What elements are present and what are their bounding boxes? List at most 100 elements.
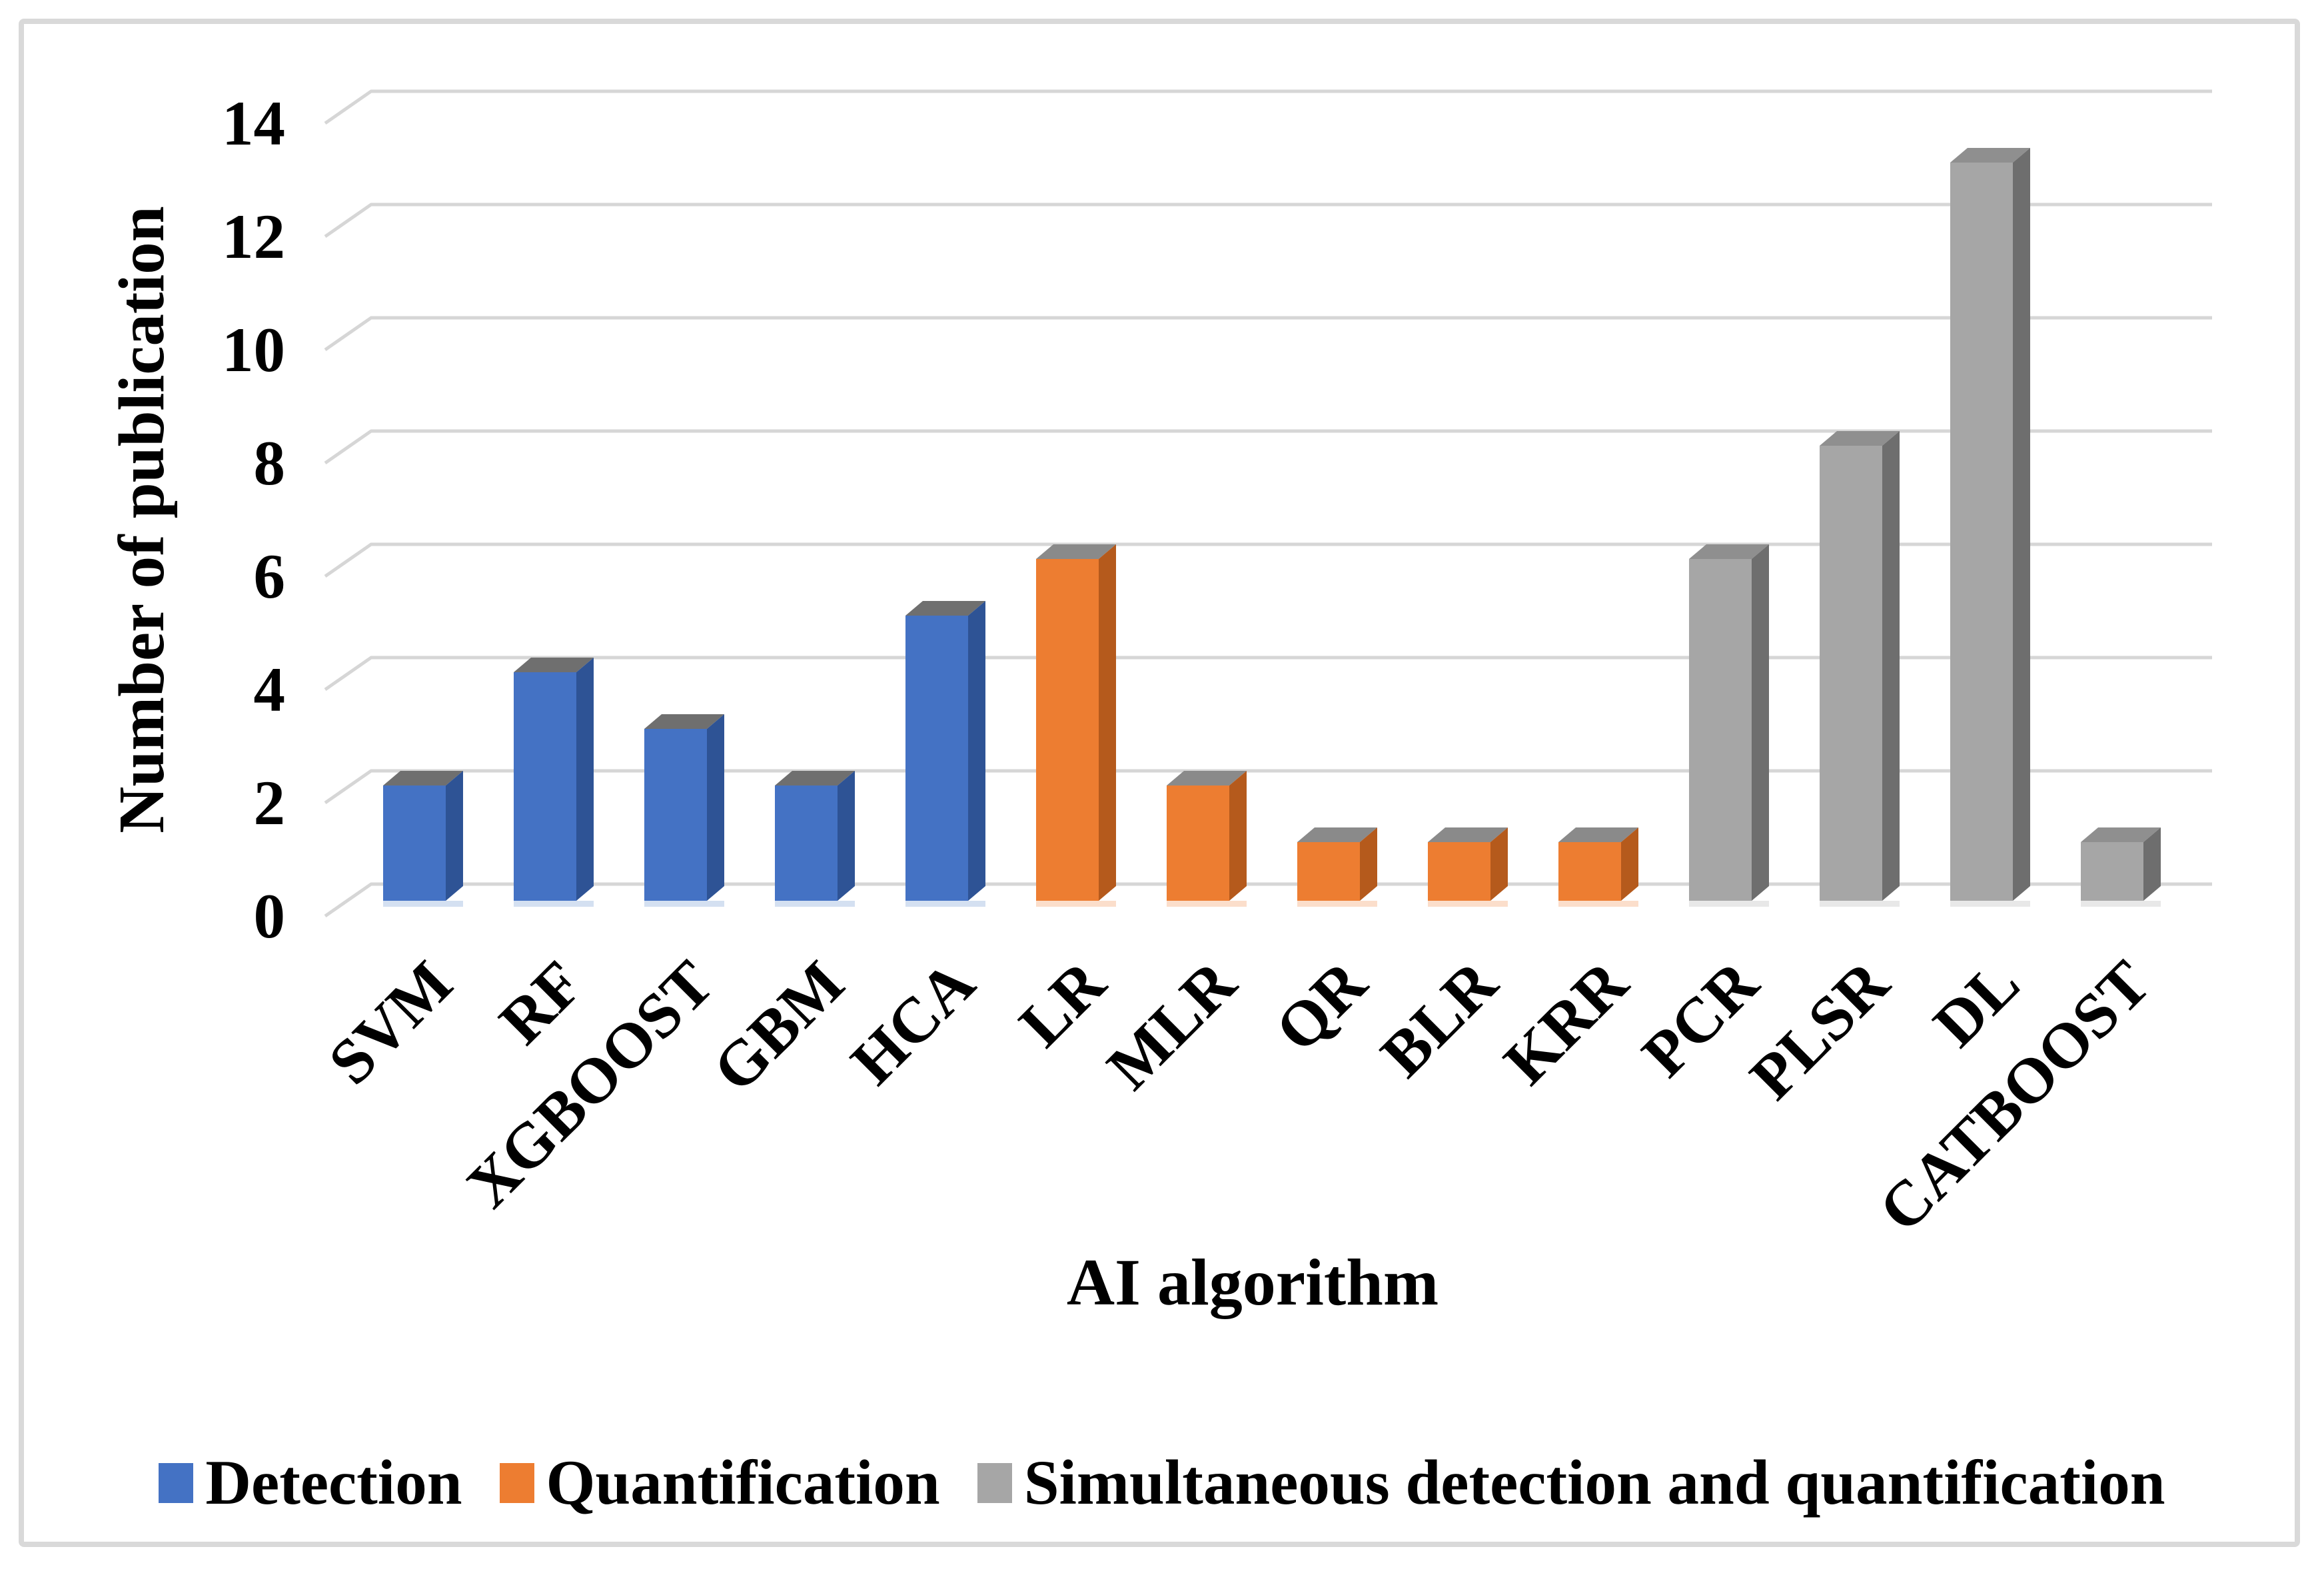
y-tick-label-8: 8 bbox=[254, 428, 286, 498]
y-axis-title: Number of publication bbox=[106, 206, 177, 833]
y-tick-label-6: 6 bbox=[254, 541, 286, 612]
bar-side-GBM bbox=[838, 771, 855, 901]
bar-floor-shadow-PLSR bbox=[1820, 901, 1900, 907]
gridline-12 bbox=[324, 203, 2212, 239]
bar-front-SVM bbox=[383, 786, 446, 901]
bar-top-QR bbox=[1297, 827, 1377, 842]
gridline-10 bbox=[324, 316, 2212, 352]
bar-side-BLR bbox=[1490, 827, 1508, 901]
bar-top-CATBOOST bbox=[2081, 827, 2161, 842]
gridline-4 bbox=[324, 656, 2212, 692]
gridlines-group bbox=[324, 89, 2212, 918]
legend-item-3: Simultaneous detection and quantificatio… bbox=[977, 1451, 2165, 1514]
y-tick-label-2: 2 bbox=[254, 768, 286, 838]
bar-side-CATBOOST bbox=[2143, 827, 2161, 901]
legend-label-1: Detection bbox=[205, 1447, 462, 1518]
gridline-2 bbox=[324, 769, 2212, 805]
bar-top-KRR bbox=[1558, 827, 1638, 842]
x-category-label-PLSR: PLSR bbox=[1736, 946, 1903, 1113]
bar-floor-shadow-CATBOOST bbox=[2081, 901, 2161, 907]
bar-floor-shadow-KRR bbox=[1558, 901, 1638, 907]
bar-front-XGBOOST bbox=[644, 729, 707, 901]
bar-front-BLR bbox=[1428, 842, 1490, 901]
bar-side-HCA bbox=[968, 601, 985, 901]
gridline-0 bbox=[324, 882, 2212, 918]
bar-top-PLSR bbox=[1820, 431, 1900, 446]
bar-front-HCA bbox=[905, 616, 968, 901]
legend-item-1: Detection bbox=[159, 1451, 462, 1514]
gridline-6 bbox=[324, 542, 2212, 578]
bar-top-RF bbox=[514, 658, 594, 672]
bar-top-BLR bbox=[1428, 827, 1508, 842]
bar-top-MLR bbox=[1167, 771, 1247, 786]
y-tick-labels-group: 0 2 4 6 8 10 12 14 bbox=[222, 88, 285, 951]
bar-floor-shadow-DL bbox=[1950, 901, 2030, 907]
bar-side-MLR bbox=[1229, 771, 1247, 901]
legend-swatch-3 bbox=[977, 1462, 1012, 1503]
bar-side-LR bbox=[1099, 544, 1116, 901]
x-category-label-QR: QR bbox=[1261, 946, 1381, 1065]
bar-side-PCR bbox=[1752, 544, 1769, 901]
y-tick-label-4: 4 bbox=[254, 654, 286, 725]
x-category-label-XGBOOST: XGBOOST bbox=[452, 947, 726, 1221]
gridline-8 bbox=[324, 429, 2212, 465]
y-tick-label-0: 0 bbox=[254, 881, 286, 951]
x-category-label-KRR: KRR bbox=[1490, 946, 1642, 1098]
x-category-label-MLR: MLR bbox=[1093, 946, 1250, 1103]
bar-top-GBM bbox=[775, 771, 855, 786]
bar-floor-shadow-SVM bbox=[383, 901, 463, 907]
bar-front-RF bbox=[514, 672, 576, 901]
y-tick-label-12: 12 bbox=[222, 201, 285, 272]
legend-label-3: Simultaneous detection and quantificatio… bbox=[1023, 1447, 2165, 1518]
bar-top-LR bbox=[1036, 544, 1116, 559]
legend-swatch-2 bbox=[499, 1462, 534, 1503]
bar-top-PCR bbox=[1689, 544, 1769, 559]
x-category-label-GBM: GBM bbox=[699, 947, 858, 1105]
bar-floor-shadow-GBM bbox=[775, 901, 855, 907]
bar-top-HCA bbox=[905, 601, 985, 616]
bars-group bbox=[383, 148, 2161, 907]
bar-side-QR bbox=[1360, 827, 1377, 901]
bar-top-XGBOOST bbox=[644, 714, 724, 729]
x-category-label-RF: RF bbox=[486, 947, 596, 1057]
y-tick-label-14: 14 bbox=[222, 88, 285, 159]
bar-floor-shadow-BLR bbox=[1428, 901, 1508, 907]
bar-floor-shadow-HCA bbox=[905, 901, 985, 907]
bar-floor-shadow-PCR bbox=[1689, 901, 1769, 907]
y-tick-label-10: 10 bbox=[222, 314, 285, 385]
bar-side-DL bbox=[2013, 148, 2030, 901]
x-category-label-BLR: BLR bbox=[1367, 946, 1511, 1090]
bar-front-MLR bbox=[1167, 786, 1229, 901]
bar-side-SVM bbox=[446, 771, 463, 901]
chart-legend: Detection Quantification Simultaneous dete… bbox=[0, 1451, 2324, 1514]
bar-side-XGBOOST bbox=[707, 714, 724, 901]
bar-top-DL bbox=[1950, 148, 2030, 163]
bar-floor-shadow-MLR bbox=[1167, 901, 1247, 907]
x-axis-title: AI algorithm bbox=[1067, 1245, 1439, 1319]
gridline-14 bbox=[324, 89, 2212, 125]
x-category-label-SVM: SVM bbox=[314, 947, 466, 1098]
legend-swatch-1 bbox=[159, 1462, 194, 1503]
bar-floor-shadow-LR bbox=[1036, 901, 1116, 907]
legend-label-2: Quantification bbox=[546, 1447, 940, 1518]
bar-front-KRR bbox=[1558, 842, 1621, 901]
bar-front-LR bbox=[1036, 559, 1099, 901]
bar-front-DL bbox=[1950, 163, 2013, 901]
bar-floor-shadow-RF bbox=[514, 901, 594, 907]
bar-side-RF bbox=[576, 658, 594, 901]
bar-front-PLSR bbox=[1820, 446, 1882, 901]
legend-item-2: Quantification bbox=[499, 1447, 940, 1518]
x-category-label-HCA: HCA bbox=[837, 947, 988, 1098]
bar-front-PCR bbox=[1689, 559, 1752, 901]
bar-front-GBM bbox=[775, 786, 838, 901]
bar-side-PLSR bbox=[1882, 431, 1900, 901]
bar-floor-shadow-XGBOOST bbox=[644, 901, 724, 907]
bar-side-KRR bbox=[1621, 827, 1638, 901]
bar-front-QR bbox=[1297, 842, 1360, 901]
bar-floor-shadow-QR bbox=[1297, 901, 1377, 907]
bar-top-SVM bbox=[383, 771, 463, 786]
bar-front-CATBOOST bbox=[2081, 842, 2143, 901]
